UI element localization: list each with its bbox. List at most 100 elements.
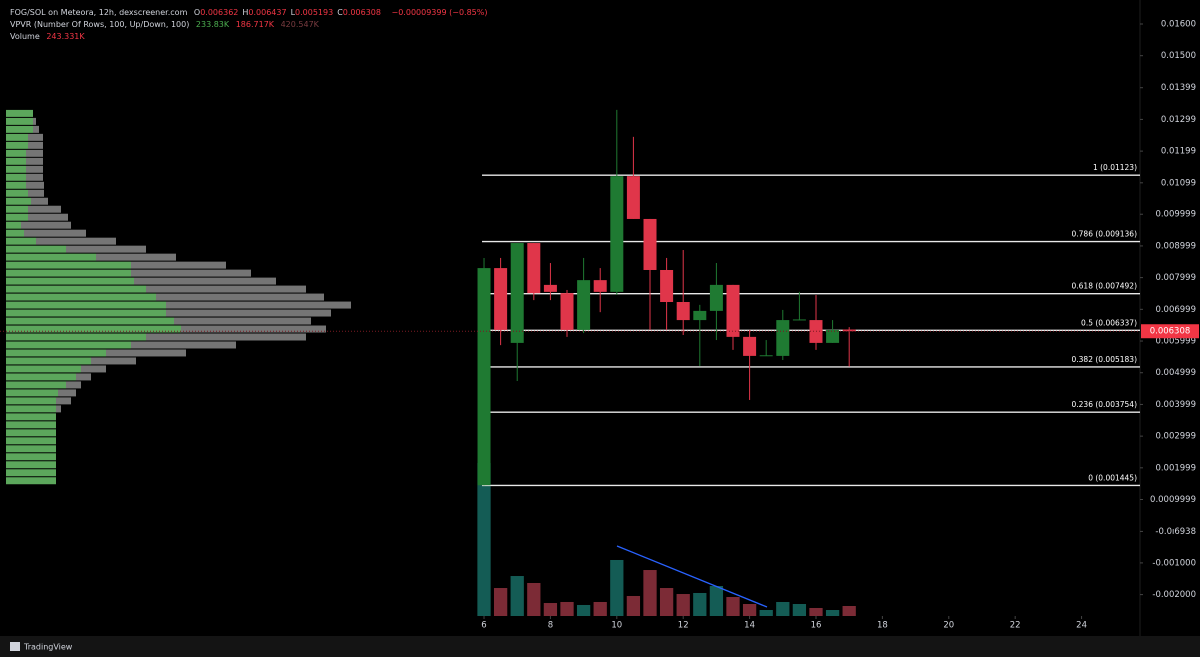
header-line: FOG/SOL on Meteora, 12h, dexscreener.com…: [10, 8, 491, 17]
y-tick-label: 0.01600: [1161, 19, 1196, 29]
volume-bar: [510, 576, 524, 616]
profile-up: [6, 109, 33, 117]
x-tick-label: 24: [1076, 621, 1087, 631]
profile-up: [6, 341, 131, 349]
profile-down: [28, 205, 61, 213]
x-tick-label: 12: [678, 621, 689, 631]
profile-down: [91, 357, 136, 365]
fib-label: 0.5 (0.006337): [1081, 318, 1137, 327]
volume-bar: [842, 606, 856, 616]
ohlc: O0.006362 H0.006437 L0.005193 C0.006308: [194, 8, 385, 17]
profile-down: [131, 341, 236, 349]
profile-down: [36, 237, 116, 245]
candle-body: [610, 176, 624, 292]
volume-bar: [593, 601, 607, 616]
candle-body: [792, 319, 806, 321]
volume-value: 243.331K: [46, 32, 85, 41]
logo-icon: [10, 642, 20, 651]
profile-down: [26, 181, 44, 189]
candle-body: [643, 218, 657, 270]
profile-up: [6, 461, 56, 469]
profile-up: [6, 453, 56, 461]
candle-body: [693, 310, 707, 321]
profile-down: [134, 277, 276, 285]
y-tick-label: 0.01199: [1161, 147, 1196, 157]
ohlc-value: 0.005193: [295, 8, 334, 17]
profile-up: [6, 349, 106, 357]
volume-bar: [493, 588, 508, 616]
profile-down: [181, 325, 326, 333]
profile-up: [6, 469, 56, 477]
profile-up: [6, 445, 56, 453]
candle-body: [477, 268, 491, 486]
profile-up: [6, 149, 26, 157]
vpvr-line: VPVR (Number Of Rows, 100, Up/Down, 100)…: [10, 20, 323, 29]
profile-down: [174, 317, 311, 325]
x-tick-label: 16: [811, 621, 822, 631]
profile-up: [6, 357, 91, 365]
profile-down: [33, 117, 36, 125]
volume-bar: [610, 559, 624, 616]
profile-down: [28, 213, 68, 221]
profile-down: [166, 301, 351, 309]
profile-up: [6, 237, 36, 245]
y-tick-label: 0.006999: [1155, 305, 1196, 315]
volume-bar: [527, 583, 541, 616]
profile-up: [6, 317, 174, 325]
vpvr-down: 186.717K: [235, 20, 275, 29]
volume-bar: [709, 586, 724, 616]
y-tick-label: -0.002000: [1152, 590, 1196, 600]
profile-up: [6, 389, 58, 397]
profile-up: [6, 157, 26, 165]
volume-bar: [543, 603, 558, 616]
profile-up: [6, 333, 146, 341]
volume-title: Volume: [10, 32, 40, 41]
fib-label: 0 (0.001445): [1088, 473, 1137, 482]
candle-body: [510, 243, 524, 343]
y-tick-label: 0.008999: [1155, 241, 1196, 251]
candle-body: [543, 284, 557, 292]
profile-up: [6, 141, 28, 149]
vpvr-up: 233.83K: [195, 20, 230, 29]
trend-line: [616, 545, 768, 608]
ohlc-key: C: [337, 8, 343, 17]
profile-down: [166, 309, 331, 317]
footer-bar: [0, 636, 1200, 657]
profile-down: [66, 245, 146, 253]
x-tick-label: 10: [611, 621, 622, 631]
profile-down: [24, 229, 86, 237]
profile-down: [58, 389, 76, 397]
profile-up: [6, 365, 81, 373]
profile-up: [6, 437, 56, 445]
profile-up: [6, 405, 56, 413]
y-tick-label: 0.001999: [1155, 463, 1196, 473]
fib-label: 0.786 (0.009136): [1072, 230, 1138, 239]
vpvr-total: 420.547K: [280, 20, 319, 29]
x-tick-label: 8: [548, 621, 553, 631]
y-tick-label: 0.01099: [1161, 178, 1196, 188]
candle-body: [726, 284, 740, 337]
profile-down: [56, 397, 71, 405]
profile-up: [6, 133, 28, 141]
profile-down: [131, 269, 251, 277]
ohlc-key: H: [242, 8, 249, 17]
brand: TradingView: [23, 643, 73, 652]
x-tick-label: 18: [877, 621, 888, 631]
profile-up: [6, 269, 131, 277]
profile-up: [6, 301, 166, 309]
volume-bar: [693, 592, 707, 616]
candle-body: [577, 280, 591, 330]
profile-down: [28, 133, 43, 141]
volume-bar: [759, 610, 773, 616]
volume-bar: [726, 597, 740, 616]
y-tick-label: 0.005999: [1155, 337, 1196, 347]
candle-body: [743, 336, 757, 356]
y-tick-label: 0.01500: [1161, 51, 1196, 61]
y-tick-label: 0.003999: [1155, 400, 1196, 410]
y-tick-label: 0.004999: [1155, 368, 1196, 378]
y-tick-label: 0.01299: [1161, 115, 1196, 125]
fib-label: 0.618 (0.007492): [1072, 282, 1138, 291]
profile-up: [6, 381, 66, 389]
profile-down: [26, 165, 43, 173]
